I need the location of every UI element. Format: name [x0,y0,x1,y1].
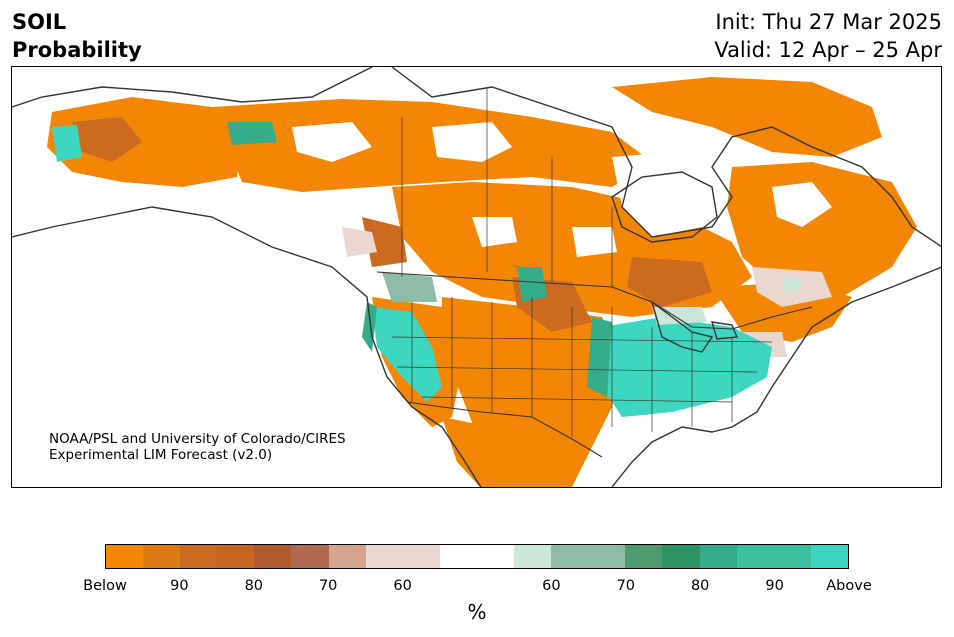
quantity-label: Probability [12,38,142,62]
map-boundaries [12,67,941,487]
state-province-lines [391,87,773,437]
east-coastline [611,266,941,487]
colorbar-segment [402,545,440,568]
west-coastline [12,206,482,487]
colorbar-segment [551,545,589,568]
colorbar-segment [514,545,552,568]
forecast-map [11,66,942,488]
above-normal-regions [52,122,772,417]
date-info: Init: Thu 27 Mar 2025 Valid: 12 Apr – 25… [714,8,942,64]
colorbar-unit: % [467,600,487,624]
bc-above [382,272,437,302]
credit-line-1: NOAA/PSL and University of Colorado/CIRE… [49,431,346,447]
variable-label: SOIL [12,10,67,34]
colorbar-segment [476,545,515,568]
southeast-above [602,317,772,417]
colorbar [105,544,849,569]
colorbar-segment [736,545,774,568]
alaska-above [52,125,82,162]
rockies-above [517,267,547,302]
credit-line-2: Experimental LIM Forecast (v2.0) [49,447,273,463]
colorbar-tick-label: 80 [690,578,710,594]
colorbar-tick-label: 70 [318,578,338,594]
map-canvas [12,67,941,487]
colorbar-segment [699,545,737,568]
colorbar-segment [254,545,292,568]
colorbar-segment [106,545,144,568]
colorbar-segment [217,545,255,568]
colorbar-tick-label: 80 [244,578,264,594]
colorbar-segment [143,545,181,568]
canada-east-below [612,77,882,157]
colorbar-segment [662,545,700,568]
credit-text: NOAA/PSL and University of Colorado/CIRE… [49,431,346,463]
southeast-above-edge [587,317,612,397]
colorbar-tick-label: 90 [765,578,784,594]
colorbar-segment [588,545,626,568]
colorbar-segment [439,545,477,568]
colorbar-segment [810,545,848,568]
no-signal-regions [242,122,832,257]
map-title: SOIL Probability [12,8,142,64]
colorbar-segment [180,545,218,568]
colorbar-segment [773,545,811,568]
alaska-below [47,97,242,187]
colorbar-segment [365,545,403,568]
colorbar-segment [625,545,663,568]
hudson-bay [611,171,718,243]
colorbar-tick-label: 60 [542,578,561,594]
canada-west-below [212,99,652,192]
us-mexico-border [406,401,603,458]
colorbar-tick-label: Above [826,578,872,594]
california-above [372,307,442,402]
colorbar-tick-label: Below [83,578,127,594]
colorbar-tick-label: 90 [170,578,189,594]
colorbar-segment [291,545,329,568]
colorbar-tick-label: 60 [393,578,412,594]
valid-range: Valid: 12 Apr – 25 Apr [714,38,942,62]
colorbar-tick-label: 70 [616,578,636,594]
init-date: Init: Thu 27 Mar 2025 [715,10,942,34]
colorbar-segment [328,545,366,568]
mexico-below [442,417,571,487]
coastline [12,67,941,248]
yukon-above [227,122,277,145]
great-lakes [650,300,739,353]
